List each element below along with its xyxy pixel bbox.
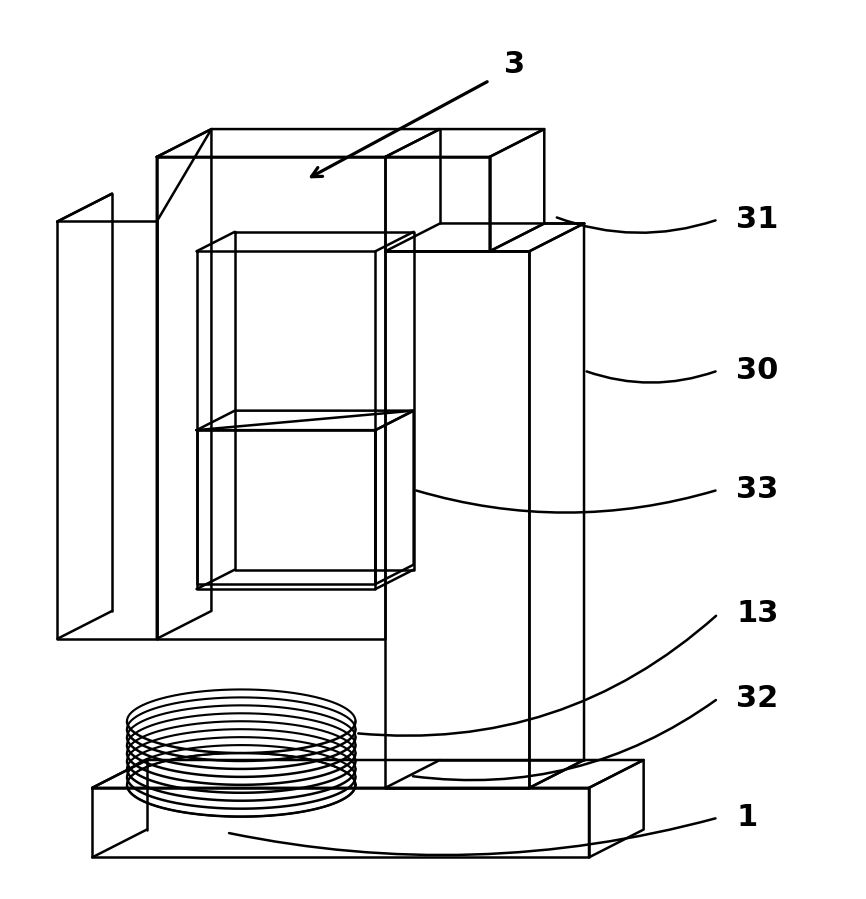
Text: 33: 33	[736, 476, 779, 504]
Text: 32: 32	[736, 684, 779, 713]
Text: 1: 1	[736, 803, 757, 832]
Text: 3: 3	[504, 50, 525, 79]
Text: 31: 31	[736, 205, 779, 234]
Text: 13: 13	[736, 600, 779, 628]
Text: 30: 30	[736, 356, 779, 385]
